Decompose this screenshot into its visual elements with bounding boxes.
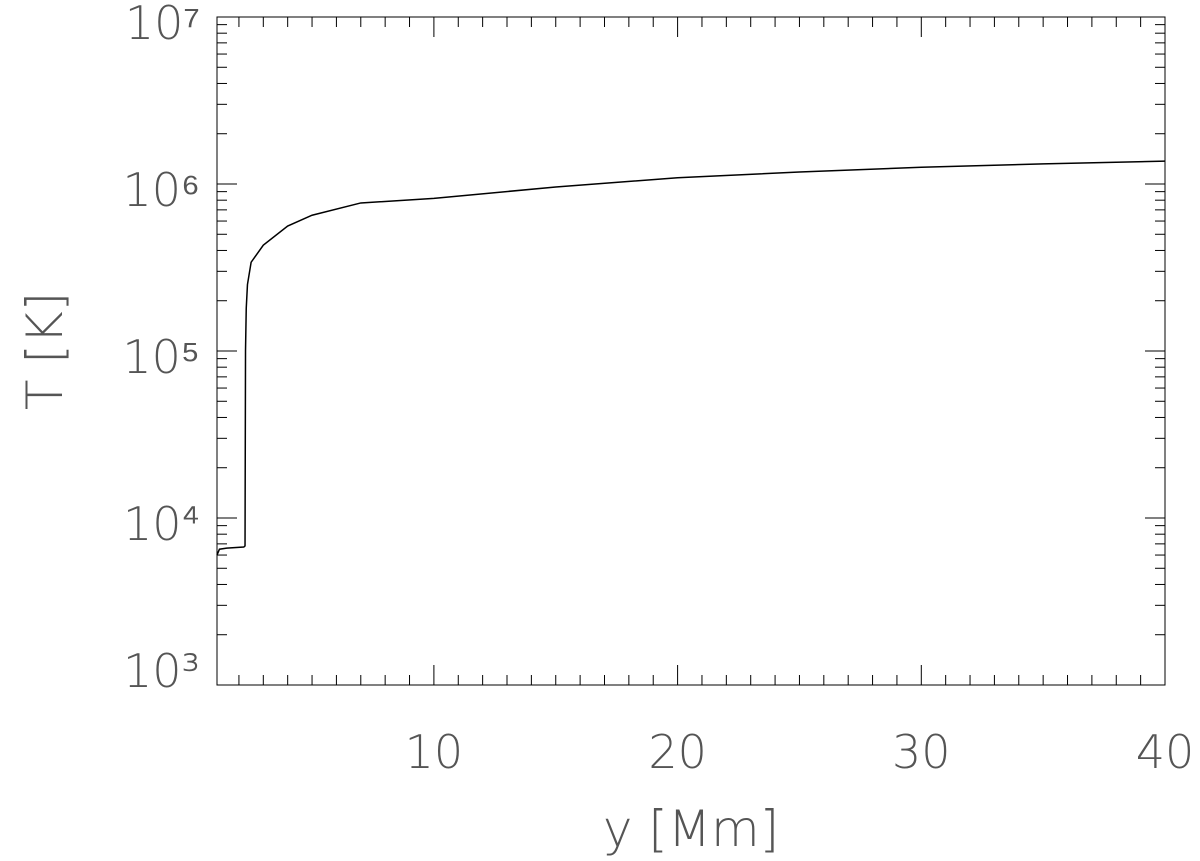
y-tick-label: 10⁴ <box>123 497 200 551</box>
y-tick-label: 10⁵ <box>122 330 200 384</box>
x-tick-label: 10 <box>405 725 464 779</box>
y-tick-label: 10⁶ <box>123 163 200 217</box>
x-tick-label: 40 <box>1136 725 1195 779</box>
y-tick-label: 10³ <box>123 644 200 698</box>
x-tick-label: 30 <box>892 725 951 779</box>
x-axis-label: y [Mm] <box>603 800 779 858</box>
plot-frame <box>216 16 1166 686</box>
y-tick-label: 10⁷ <box>125 0 200 50</box>
x-tick-label: 20 <box>648 725 707 779</box>
y-axis-label: T [K] <box>16 292 74 410</box>
data-line <box>216 160 1166 556</box>
